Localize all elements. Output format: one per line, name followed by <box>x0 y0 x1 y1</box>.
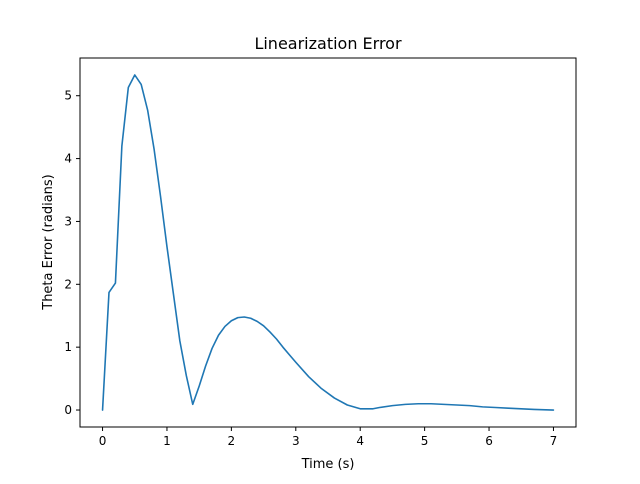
y-tick-label: 2 <box>64 277 72 291</box>
x-tick-label: 6 <box>485 434 493 448</box>
x-tick-label: 1 <box>163 434 171 448</box>
x-tick-label: 4 <box>356 434 364 448</box>
x-tick-label: 2 <box>228 434 236 448</box>
y-tick-label: 0 <box>64 403 72 417</box>
y-tick-label: 3 <box>64 214 72 228</box>
plot-area <box>101 74 555 411</box>
x-axis-label: Time (s) <box>301 457 355 472</box>
axis-ticks: 0 1 2 3 4 5 6 7 0 1 2 3 4 5 <box>64 89 557 448</box>
y-tick-label: 4 <box>64 152 72 166</box>
series-line <box>101 74 555 411</box>
axes-frame <box>79 57 577 428</box>
x-tick-label: 7 <box>550 434 558 448</box>
y-tick-label: 1 <box>64 340 72 354</box>
x-tick-label: 3 <box>292 434 300 448</box>
y-axis-label: Theta Error (radians) <box>41 174 56 311</box>
chart-title: Linearization Error <box>254 34 402 53</box>
x-tick-label: 0 <box>99 434 107 448</box>
y-tick-label: 5 <box>64 89 72 103</box>
x-tick-label: 5 <box>421 434 429 448</box>
